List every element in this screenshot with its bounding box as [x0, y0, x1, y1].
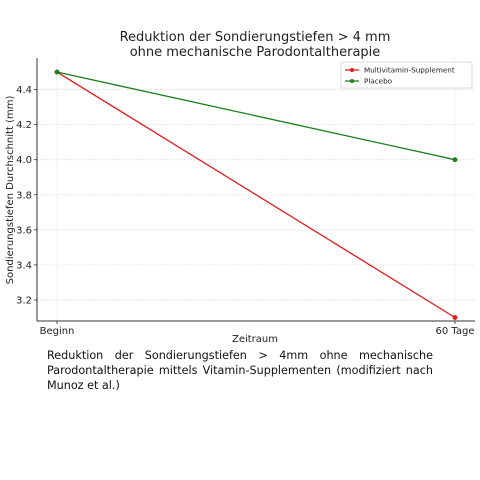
axes: 3.2 3.4 3.6 3.8 4.0 4.2 4.4 Beginn 60 Tage [16, 58, 475, 337]
series-line [56, 71, 456, 319]
y-tick-label: 4.4 [16, 85, 32, 96]
x-axis-label: Zeitraum [232, 334, 278, 345]
x-tick-label: Beginn [40, 326, 75, 337]
y-tick-label: 3.4 [16, 260, 32, 271]
grid [37, 58, 475, 321]
data-point [452, 315, 458, 320]
y-tick-label: 4.2 [16, 120, 32, 131]
chart-title: Reduktion der Sondierungstiefen > 4 mm [120, 30, 391, 45]
y-tick-label: 3.8 [16, 190, 32, 201]
legend-box [340, 61, 473, 89]
x-tick-label: 60 Tage [436, 326, 475, 337]
legend-marker [350, 68, 354, 72]
data-point [54, 69, 60, 75]
figure-caption: Reduktion der Sondierungstiefen > 4mm oh… [47, 349, 433, 392]
y-axis-label: Sondierungstiefen Durchschnitt (mm) [5, 96, 16, 285]
legend-marker [350, 79, 354, 83]
legend-label: Multivitamin-Supplement [364, 66, 455, 75]
series-layer [54, 69, 458, 320]
series-line [56, 71, 456, 161]
legend-label: Placebo [364, 77, 392, 86]
chart-subtitle: ohne mechanische Parodontaltherapie [130, 45, 381, 60]
y-tick-label: 3.2 [16, 295, 32, 306]
legend: Multivitamin-Supplement Placebo [340, 61, 473, 89]
y-tick-label: 4.0 [16, 155, 32, 166]
data-point [452, 157, 458, 163]
y-tick-label: 3.6 [16, 225, 32, 236]
